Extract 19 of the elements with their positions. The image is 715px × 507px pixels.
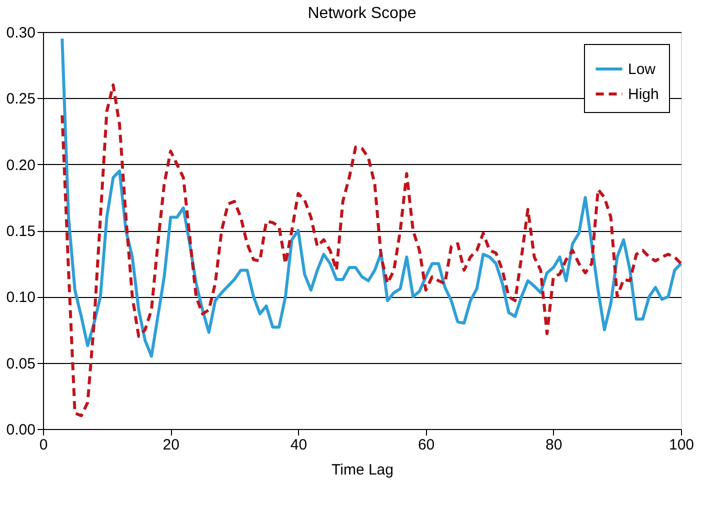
x-tick-label: 40 <box>290 436 308 454</box>
x-tick-label: 60 <box>418 436 435 454</box>
y-tick-label: 0.10 <box>6 289 36 306</box>
x-tick-label: 0 <box>39 436 48 454</box>
x-tick-label: 80 <box>546 436 562 454</box>
x-axis-title: Time Lag <box>332 462 394 478</box>
y-tick-label: 0.05 <box>6 355 36 372</box>
y-tick-label: 0.00 <box>6 422 36 438</box>
legend-label: High <box>628 86 659 103</box>
line-series <box>60 83 682 418</box>
y-tick-label: 0.30 <box>6 24 36 42</box>
x-tick-label: 100 <box>668 436 694 454</box>
y-tick-label: 0.20 <box>6 156 36 174</box>
y-tick-label: 0.15 <box>6 223 36 240</box>
legend-label: Low <box>628 61 656 78</box>
x-tick-label: 20 <box>162 436 180 454</box>
line-series <box>60 37 682 358</box>
y-tick-label: 0.25 <box>6 90 36 108</box>
chart-title: Network Scope <box>308 5 416 22</box>
